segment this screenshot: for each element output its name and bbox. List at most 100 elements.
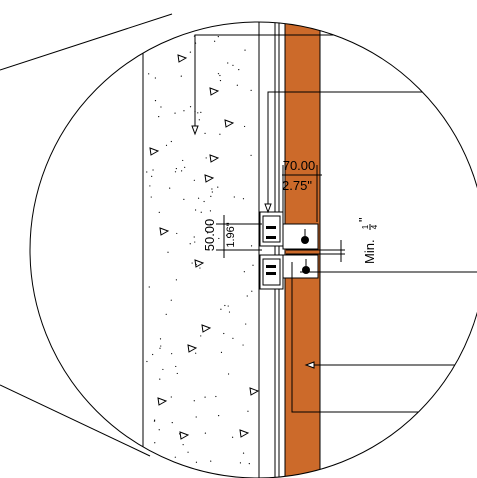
speck bbox=[210, 460, 212, 462]
speck bbox=[175, 365, 177, 368]
speck bbox=[165, 313, 167, 315]
bracket-inner bbox=[262, 258, 281, 286]
speck bbox=[174, 171, 177, 173]
unit: " bbox=[356, 217, 371, 222]
speck bbox=[242, 452, 245, 454]
speck bbox=[220, 308, 222, 310]
speck bbox=[219, 133, 221, 135]
speck bbox=[193, 400, 195, 402]
speck bbox=[193, 179, 195, 181]
speck bbox=[197, 197, 200, 199]
aggregate bbox=[179, 431, 190, 440]
speck bbox=[242, 198, 245, 200]
speck bbox=[204, 432, 206, 434]
speck bbox=[223, 332, 225, 335]
leader-arrow bbox=[264, 203, 272, 214]
aggregate bbox=[249, 387, 260, 396]
speck bbox=[203, 200, 205, 203]
bracket-inner bbox=[262, 215, 281, 243]
aggregate bbox=[209, 154, 220, 163]
speck bbox=[183, 110, 185, 112]
speck bbox=[211, 191, 213, 193]
speck bbox=[239, 13, 240, 14]
speck bbox=[227, 373, 230, 375]
speck bbox=[238, 68, 240, 71]
speck bbox=[232, 64, 234, 66]
speck bbox=[243, 271, 245, 273]
speck bbox=[182, 444, 184, 446]
fraction-numerator: 1 bbox=[361, 224, 370, 229]
aggregate bbox=[157, 397, 168, 406]
speck bbox=[189, 106, 192, 108]
speck bbox=[250, 245, 253, 247]
leader bbox=[267, 91, 477, 208]
dimension-label: 1.96" bbox=[225, 222, 237, 247]
speck bbox=[164, 470, 166, 472]
speck bbox=[209, 210, 212, 212]
speck bbox=[224, 304, 226, 307]
speck bbox=[164, 23, 166, 25]
bracket-slot bbox=[266, 265, 276, 268]
speck bbox=[153, 420, 156, 422]
speck bbox=[148, 73, 150, 75]
speck bbox=[151, 175, 153, 177]
aggregate bbox=[194, 259, 205, 268]
speck bbox=[154, 9, 155, 10]
speck bbox=[181, 170, 183, 172]
speck bbox=[154, 32, 156, 34]
speck bbox=[200, 211, 202, 213]
speck bbox=[200, 335, 202, 337]
speck bbox=[158, 429, 160, 431]
speck bbox=[248, 463, 250, 465]
min-prefix: Min. bbox=[362, 239, 377, 264]
speck bbox=[170, 396, 172, 398]
speck bbox=[236, 84, 238, 86]
speck bbox=[205, 157, 207, 159]
speck bbox=[182, 159, 184, 162]
callout-line bbox=[0, 13, 173, 71]
speck bbox=[171, 353, 173, 355]
speck bbox=[207, 232, 209, 234]
speck bbox=[214, 40, 216, 42]
speck bbox=[206, 11, 207, 12]
speck bbox=[204, 396, 206, 398]
dimension-label: 2.75" bbox=[282, 178, 312, 193]
speck bbox=[170, 140, 172, 143]
speck bbox=[158, 211, 160, 213]
speck bbox=[174, 456, 176, 458]
speck bbox=[158, 116, 160, 118]
speck bbox=[204, 132, 206, 134]
speck bbox=[242, 344, 244, 346]
speck bbox=[195, 461, 198, 463]
speck bbox=[162, 368, 164, 371]
speck bbox=[184, 166, 186, 168]
speck bbox=[148, 286, 150, 288]
speck bbox=[176, 372, 178, 375]
speck bbox=[247, 410, 249, 412]
speck bbox=[218, 415, 220, 417]
speck bbox=[180, 10, 181, 11]
aggregate bbox=[177, 54, 188, 63]
speck bbox=[232, 436, 234, 438]
speck bbox=[159, 338, 162, 340]
speck bbox=[150, 196, 152, 198]
speck bbox=[218, 237, 220, 240]
speck bbox=[152, 169, 154, 171]
speck bbox=[155, 472, 157, 475]
speck bbox=[160, 106, 162, 108]
callout-line bbox=[0, 384, 151, 457]
speck bbox=[239, 462, 242, 464]
concrete bbox=[143, 22, 259, 478]
speck bbox=[199, 267, 201, 269]
speck bbox=[191, 262, 193, 264]
aggregate bbox=[239, 429, 250, 438]
speck bbox=[210, 195, 212, 197]
speck bbox=[193, 236, 195, 238]
leader-arrow bbox=[304, 361, 315, 369]
speck bbox=[174, 112, 176, 114]
speck bbox=[195, 416, 197, 418]
speck bbox=[210, 223, 212, 225]
detail-circle bbox=[29, 21, 477, 478]
speck bbox=[219, 74, 221, 77]
